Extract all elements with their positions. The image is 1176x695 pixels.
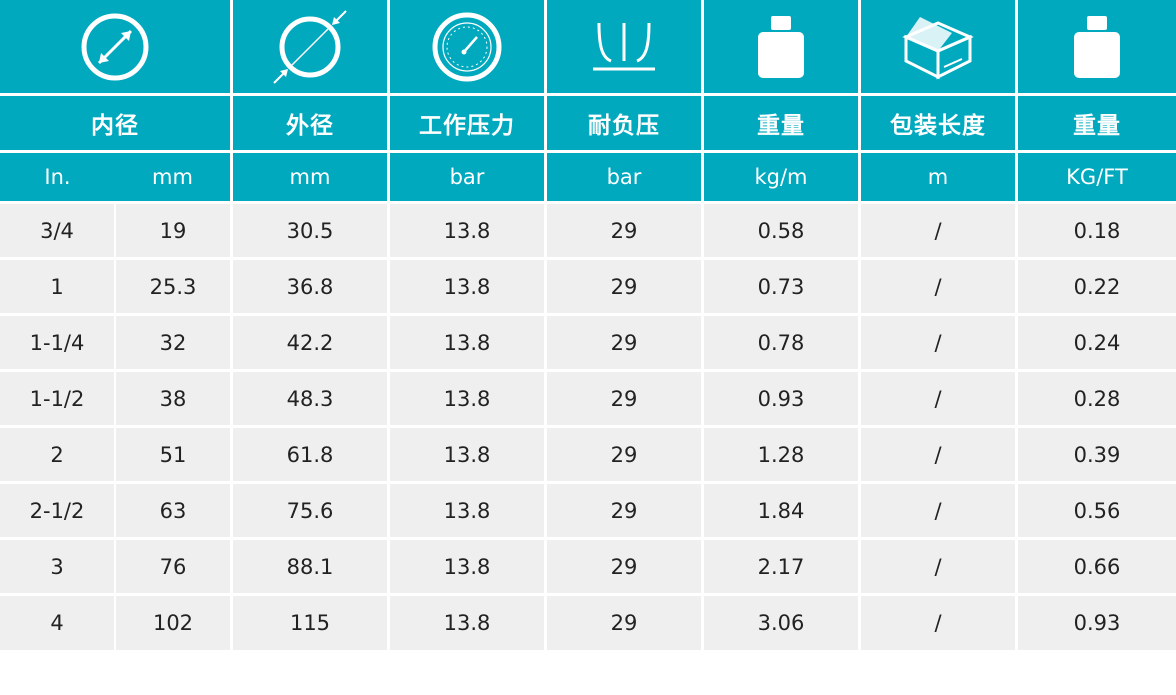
table-cell: 29 [547, 372, 701, 425]
table-row: 3/4 19 30.5 13.8 29 0.58 / 0.18 [0, 204, 1176, 257]
table-cell: 29 [547, 260, 701, 313]
table-cell: 13.8 [390, 316, 544, 369]
unit-cell: mm [115, 153, 230, 201]
table-cell: 63 [116, 484, 230, 537]
table-cell: / [861, 204, 1015, 257]
table-cell: 1 [0, 260, 114, 313]
table-cell: 29 [547, 428, 701, 481]
table-row: 2-1/2 63 75.6 13.8 29 1.84 / 0.56 [0, 484, 1176, 537]
table-cell: 0.73 [704, 260, 858, 313]
table-cell: / [861, 428, 1015, 481]
table-cell: 38 [116, 372, 230, 425]
header-vacuum-pressure: 耐负压 [547, 96, 701, 150]
table-cell: 1-1/2 [0, 372, 114, 425]
table-cell: 102 [116, 596, 230, 650]
table-cell: 0.93 [1018, 596, 1176, 650]
table-cell: 0.39 [1018, 428, 1176, 481]
table-cell: 30.5 [233, 204, 387, 257]
icon-row [0, 0, 1176, 93]
unit-cell: mm [233, 153, 387, 201]
table-row: 1-1/4 32 42.2 13.8 29 0.78 / 0.24 [0, 316, 1176, 369]
table-row: 3 76 88.1 13.8 29 2.17 / 0.66 [0, 540, 1176, 593]
table-cell: 0.66 [1018, 540, 1176, 593]
table-cell: / [861, 596, 1015, 650]
table-cell: / [861, 260, 1015, 313]
unit-row: In. mm mm bar bar kg/m m KG/FT [0, 153, 1176, 201]
header-outer-diameter: 外径 [233, 96, 387, 150]
unit-cell: bar [390, 153, 544, 201]
outer-diameter-icon [233, 0, 387, 93]
table-cell: / [861, 484, 1015, 537]
table-cell: 32 [116, 316, 230, 369]
table-cell: 29 [547, 204, 701, 257]
table-cell: 13.8 [390, 484, 544, 537]
table-cell: 48.3 [233, 372, 387, 425]
table-cell: 29 [547, 316, 701, 369]
table-cell: / [861, 316, 1015, 369]
unit-cell: bar [547, 153, 701, 201]
table-cell: 0.78 [704, 316, 858, 369]
table-cell: 0.93 [704, 372, 858, 425]
table-cell: 0.18 [1018, 204, 1176, 257]
table-row: 1-1/2 38 48.3 13.8 29 0.93 / 0.28 [0, 372, 1176, 425]
inner-diameter-icon [0, 0, 230, 93]
table-cell: 2.17 [704, 540, 858, 593]
table-cell: 0.56 [1018, 484, 1176, 537]
table-cell: 2 [0, 428, 114, 481]
table-cell: 1-1/4 [0, 316, 114, 369]
table-cell: 36.8 [233, 260, 387, 313]
table-cell: 13.8 [390, 372, 544, 425]
table-cell: 4 [0, 596, 114, 650]
header-weight-imperial: 重量 [1018, 96, 1176, 150]
table-cell: 13.8 [390, 596, 544, 650]
table-cell: 115 [233, 596, 387, 650]
unit-cell: KG/FT [1018, 153, 1176, 201]
table-row: 4 102 115 13.8 29 3.06 / 0.93 [0, 596, 1176, 650]
table-cell: 29 [547, 596, 701, 650]
table-cell: 25.3 [116, 260, 230, 313]
table-cell: 61.8 [233, 428, 387, 481]
table-cell: 13.8 [390, 540, 544, 593]
weight-icon [1018, 0, 1176, 93]
header-package-length: 包装长度 [861, 96, 1015, 150]
table-cell: 0.58 [704, 204, 858, 257]
table-cell: 1.28 [704, 428, 858, 481]
table-cell: 29 [547, 540, 701, 593]
table-cell: 0.22 [1018, 260, 1176, 313]
unit-cell: m [861, 153, 1015, 201]
table-row: 1 25.3 36.8 13.8 29 0.73 / 0.22 [0, 260, 1176, 313]
table-cell: 0.24 [1018, 316, 1176, 369]
table-cell: 3.06 [704, 596, 858, 650]
table-cell: 29 [547, 484, 701, 537]
header-label-row: 内径 外径 工作压力 耐负压 重量 包装长度 重量 [0, 96, 1176, 150]
unit-cell: kg/m [704, 153, 858, 201]
package-box-icon [861, 0, 1015, 93]
table-cell: 0.28 [1018, 372, 1176, 425]
table-cell: 2-1/2 [0, 484, 114, 537]
table-cell: 3 [0, 540, 114, 593]
table-cell: 13.8 [390, 428, 544, 481]
weight-icon [704, 0, 858, 93]
table-cell: 75.6 [233, 484, 387, 537]
header-weight-metric: 重量 [704, 96, 858, 150]
table-cell: 1.84 [704, 484, 858, 537]
pressure-gauge-icon [390, 0, 544, 93]
table-row: 2 51 61.8 13.8 29 1.28 / 0.39 [0, 428, 1176, 481]
table-cell: 19 [116, 204, 230, 257]
table-cell: 13.8 [390, 260, 544, 313]
unit-cell: In. [0, 153, 115, 201]
table-cell: 42.2 [233, 316, 387, 369]
hose-spec-table: 内径 外径 工作压力 耐负压 重量 包装长度 重量 In. mm mm bar … [0, 0, 1176, 650]
header-working-pressure: 工作压力 [390, 96, 544, 150]
header-inner-diameter: 内径 [0, 96, 230, 150]
table-cell: 88.1 [233, 540, 387, 593]
table-cell: 13.8 [390, 204, 544, 257]
table-cell: / [861, 540, 1015, 593]
burst-pressure-icon [547, 0, 701, 93]
table-cell: / [861, 372, 1015, 425]
table-cell: 51 [116, 428, 230, 481]
table-cell: 76 [116, 540, 230, 593]
table-cell: 3/4 [0, 204, 114, 257]
